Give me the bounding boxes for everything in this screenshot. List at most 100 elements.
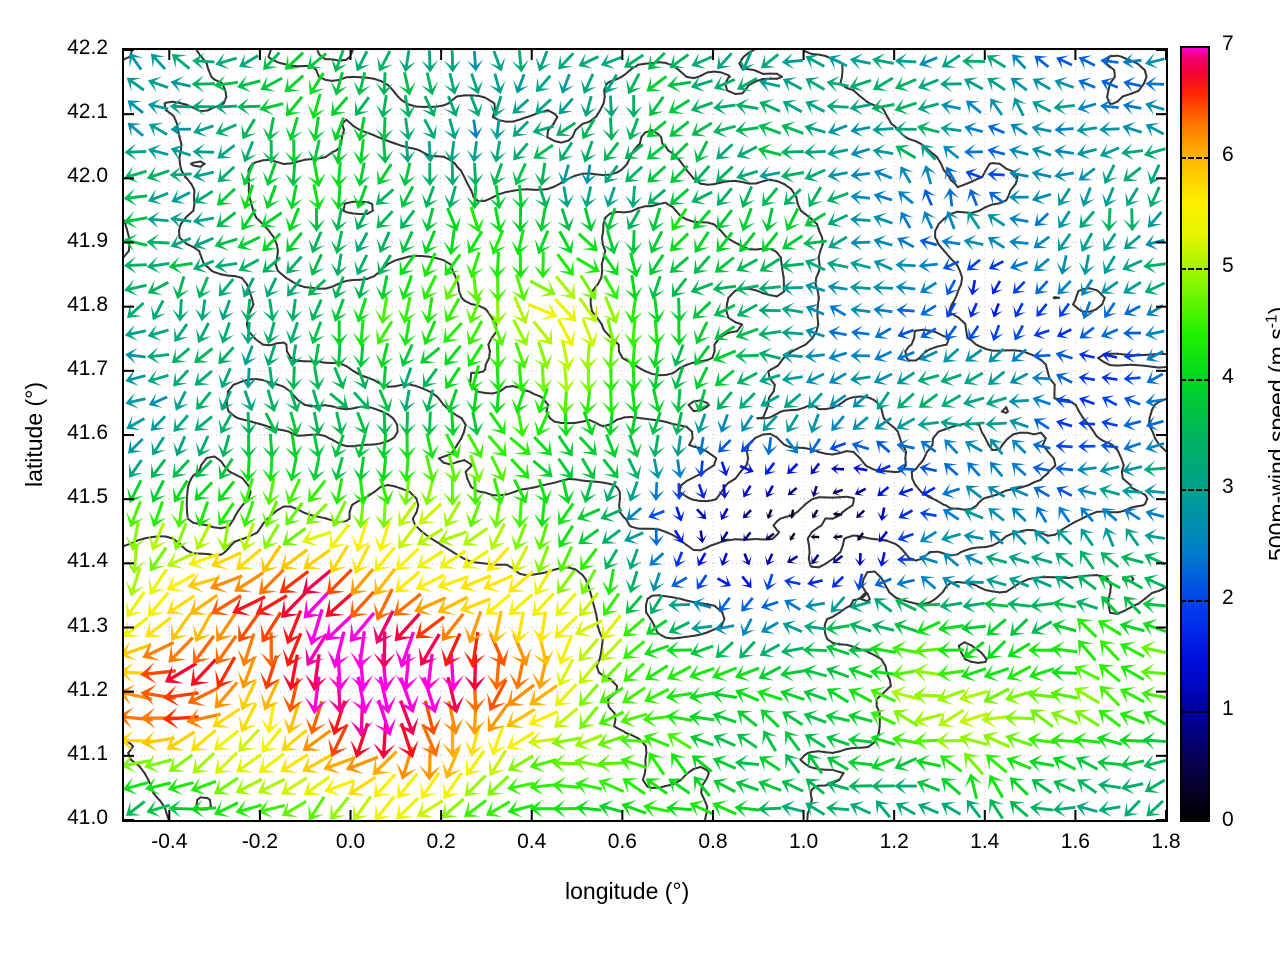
- terrain-contour: [487, 343, 491, 353]
- wind-vector-head: [463, 651, 486, 669]
- wind-vector-shaft: [785, 805, 804, 813]
- wind-vector-shaft: [673, 756, 689, 775]
- wind-vector-head: [325, 621, 345, 641]
- terrain-contour: [1137, 364, 1147, 367]
- wind-vector-head: [712, 709, 728, 727]
- wind-vector-shaft: [1147, 738, 1166, 744]
- terrain-contour: [616, 486, 621, 493]
- terrain-contour: [859, 746, 869, 749]
- wind-vector-shaft: [289, 701, 301, 729]
- wind-vector-head: [621, 800, 637, 818]
- terrain-contour: [435, 395, 440, 400]
- terrain-contour: [734, 92, 744, 95]
- wind-vector-shaft: [398, 547, 420, 568]
- wind-vector-head: [187, 572, 205, 593]
- terrain-contour: [664, 636, 674, 640]
- wind-vector-shaft: [739, 666, 760, 677]
- wind-vector-shaft: [988, 756, 1008, 774]
- wind-vector-shaft: [1056, 624, 1077, 633]
- terrain-contour: [1130, 89, 1140, 95]
- terrain-contour: [769, 294, 778, 298]
- wind-vector-shaft: [284, 728, 308, 749]
- wind-vector-shaft: [693, 691, 715, 699]
- terrain-contour: [282, 341, 288, 346]
- terrain-contour: [1081, 416, 1085, 420]
- terrain-contour: [275, 505, 285, 512]
- terrain-contour: [415, 504, 420, 513]
- wind-vector-head: [603, 599, 619, 617]
- terrain-contour: [782, 409, 792, 412]
- wind-vector-head: [188, 550, 206, 570]
- terrain-contour: [414, 496, 418, 500]
- terrain-contour: [268, 231, 275, 239]
- wind-vector-head: [441, 622, 460, 642]
- wind-vector-head: [328, 697, 351, 715]
- wind-vector-head: [894, 777, 907, 795]
- wind-vector-shaft: [215, 574, 243, 588]
- wind-vector-head: [599, 687, 616, 704]
- wind-vector-head: [914, 731, 929, 751]
- terrain-contour: [227, 469, 231, 473]
- wind-vector-head: [395, 674, 419, 692]
- terrain-contour: [727, 538, 737, 542]
- wind-vector-head: [643, 731, 660, 750]
- wind-vector-shaft: [265, 679, 280, 706]
- terrain-contour: [407, 146, 417, 151]
- wind-vector-shaft: [490, 678, 508, 707]
- wind-vector-shaft: [923, 577, 937, 590]
- wind-vector-head: [644, 687, 661, 704]
- terrain-contour: [980, 651, 987, 659]
- wind-vector-shaft: [419, 596, 447, 611]
- terrain-contour: [680, 479, 688, 487]
- terrain-contour: [903, 551, 910, 559]
- wind-vector-shaft: [533, 710, 559, 724]
- wind-vector-shaft: [671, 780, 691, 795]
- terrain-contour: [387, 259, 396, 265]
- terrain-contour: [1007, 433, 1015, 440]
- terrain-contour: [866, 570, 876, 574]
- wind-vector-head: [529, 754, 546, 773]
- wind-vector-head: [506, 732, 525, 751]
- wind-vector-head: [959, 731, 976, 750]
- terrain-contour: [686, 768, 695, 775]
- wind-vector-head: [488, 759, 506, 777]
- wind-vector-head: [554, 689, 573, 707]
- wind-vector-head: [280, 755, 299, 773]
- terrain-contour: [901, 548, 906, 554]
- wind-vector-shaft: [875, 737, 896, 746]
- terrain-contour: [713, 455, 718, 460]
- wind-vector-shaft: [1124, 624, 1145, 633]
- wind-vector-head: [148, 577, 166, 596]
- terrain-contour: [970, 583, 978, 587]
- wind-vector-shaft: [195, 634, 216, 661]
- terrain-contour: [589, 303, 593, 313]
- terrain-contour: [602, 481, 612, 485]
- terrain-contour: [630, 525, 640, 530]
- terrain-contour: [721, 611, 726, 621]
- wind-vector-shaft: [852, 668, 873, 679]
- wind-vector-head: [460, 573, 478, 593]
- wind-vector-head: [487, 738, 507, 756]
- wind-vector-shaft: [171, 573, 196, 589]
- terrain-contour: [816, 290, 820, 298]
- terrain-contour: [623, 516, 627, 520]
- wind-vector-head: [554, 621, 572, 639]
- wind-vector-head: [529, 776, 544, 796]
- wind-vector-head: [671, 752, 687, 769]
- wind-vector-shaft: [1079, 758, 1099, 771]
- terrain-contour: [1109, 364, 1119, 367]
- terrain-contour: [884, 665, 888, 674]
- terrain-contour: [819, 243, 824, 252]
- wind-vector-shaft: [193, 552, 219, 565]
- wind-vector-head: [328, 738, 348, 757]
- terrain-contour: [657, 419, 667, 423]
- wind-vector-head: [350, 739, 372, 759]
- wind-vector-head: [1098, 664, 1116, 680]
- wind-vector-shaft: [741, 640, 756, 656]
- terrain-contour: [616, 342, 620, 346]
- wind-vector-shaft: [151, 568, 168, 592]
- terrain-contour: [960, 276, 964, 286]
- wind-vector-head: [462, 551, 480, 569]
- wind-vector-shaft: [218, 801, 239, 814]
- wind-vector-head: [874, 598, 889, 613]
